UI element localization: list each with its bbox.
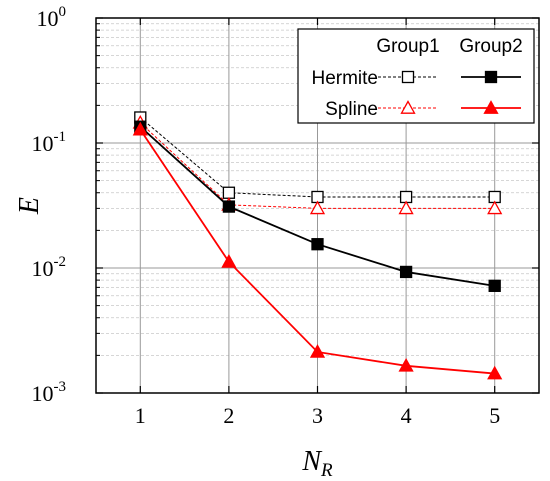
legend-sample-spline-group1: [378, 100, 438, 114]
data-point: [398, 357, 414, 372]
legend: Group1 Group2 Hermite Spline: [297, 28, 535, 124]
data-point: [309, 344, 326, 358]
legend-sample-marker: [400, 100, 416, 114]
data-point: [487, 365, 503, 380]
x-tick-label: 2: [223, 403, 234, 428]
x-tick-label: 5: [489, 403, 500, 428]
x-tick-label: 4: [401, 403, 412, 428]
series-line: [139, 117, 495, 198]
data-point: [132, 121, 148, 136]
series-line: [139, 122, 495, 209]
data-point: [398, 200, 414, 215]
legend-sample-marker: [401, 70, 415, 84]
x-tick-label: 1: [135, 403, 146, 428]
x-axis-label-subscript: R: [320, 460, 333, 481]
legend-sample-hermite-group1: [378, 70, 438, 84]
data-point: [311, 238, 324, 251]
y-tick-label: 10-3: [32, 379, 67, 406]
legend-samples: [378, 70, 521, 114]
series-layer: [132, 111, 503, 380]
x-axis-label-main: N: [301, 446, 322, 477]
legend-sample-marker: [484, 70, 498, 84]
data-point: [222, 200, 236, 213]
legend-sample-hermite-group2: [461, 70, 521, 84]
axis-ticks: 1 2 3 4 5 10-3 10-2 10-1 100: [32, 4, 539, 428]
legend-sample-marker: [483, 100, 499, 114]
x-axis-label: NR: [301, 446, 333, 481]
data-point: [221, 254, 237, 268]
data-point: [222, 186, 236, 199]
y-axis-label: E: [14, 197, 45, 215]
legend-sample-spline-group2: [461, 100, 521, 114]
series-spline-group2: [132, 121, 503, 380]
data-point: [309, 200, 326, 215]
x-tick-label: 3: [312, 403, 323, 428]
data-point: [487, 200, 503, 215]
data-point: [488, 279, 501, 292]
legend-row-spline: Spline: [325, 99, 378, 120]
y-tick-label: 10-1: [32, 129, 67, 156]
data-point: [399, 265, 413, 279]
legend-header-group1: Group1: [376, 36, 439, 57]
legend-header-group2: Group2: [459, 36, 522, 57]
y-tick-label: 10-2: [32, 254, 67, 281]
legend-row-hermite: Hermite: [311, 68, 378, 89]
y-tick-label: 100: [37, 4, 67, 31]
